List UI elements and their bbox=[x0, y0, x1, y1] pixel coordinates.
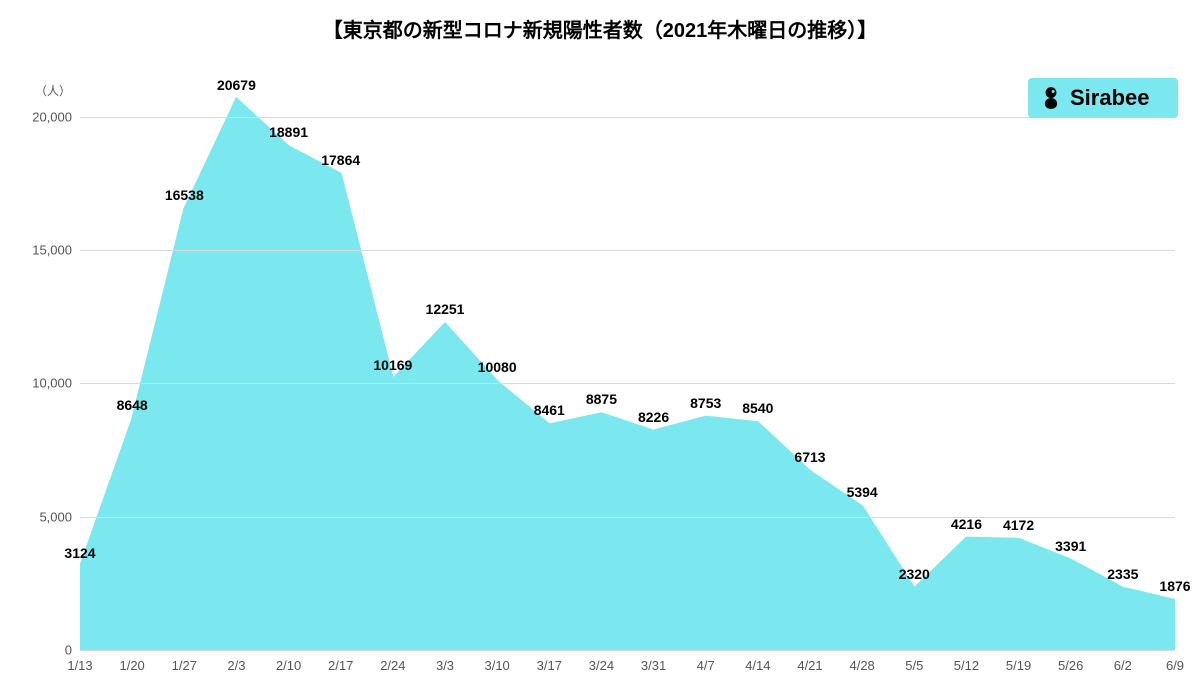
data-label: 6713 bbox=[794, 449, 825, 465]
x-tick-label: 3/10 bbox=[484, 658, 509, 673]
data-label: 8753 bbox=[690, 395, 721, 411]
y-tick-label: 20,000 bbox=[32, 109, 72, 124]
gridline bbox=[80, 383, 1175, 384]
data-label: 8461 bbox=[534, 402, 565, 418]
data-label: 12251 bbox=[426, 301, 465, 317]
data-label: 20679 bbox=[217, 77, 256, 93]
data-label: 2320 bbox=[899, 566, 930, 582]
x-tick-label: 3/24 bbox=[589, 658, 614, 673]
chart-title: 【東京都の新型コロナ新規陽性者数（2021年木曜日の推移）】 bbox=[0, 14, 1200, 43]
sirabee-logo: Sirabee bbox=[1028, 78, 1178, 118]
chart-container: 【東京都の新型コロナ新規陽性者数（2021年木曜日の推移）】 （人） 05,00… bbox=[0, 0, 1200, 700]
x-tick-label: 4/14 bbox=[745, 658, 770, 673]
x-tick-label: 2/24 bbox=[380, 658, 405, 673]
data-label: 8540 bbox=[742, 400, 773, 416]
data-label: 10169 bbox=[373, 357, 412, 373]
y-tick-label: 0 bbox=[65, 643, 72, 658]
x-tick-label: 1/13 bbox=[67, 658, 92, 673]
gridline bbox=[80, 117, 1175, 118]
data-label: 3124 bbox=[64, 545, 95, 561]
gridline bbox=[80, 250, 1175, 251]
y-tick-label: 15,000 bbox=[32, 243, 72, 258]
y-axis-unit-label: （人） bbox=[35, 82, 71, 99]
data-label: 8226 bbox=[638, 409, 669, 425]
data-label: 18891 bbox=[269, 124, 308, 140]
data-label: 17864 bbox=[321, 152, 360, 168]
x-tick-label: 3/3 bbox=[436, 658, 454, 673]
x-tick-label: 6/2 bbox=[1114, 658, 1132, 673]
x-tick-label: 1/27 bbox=[172, 658, 197, 673]
data-label: 2335 bbox=[1107, 566, 1138, 582]
data-label: 10080 bbox=[478, 359, 517, 375]
x-tick-label: 2/3 bbox=[227, 658, 245, 673]
x-tick-label: 3/17 bbox=[537, 658, 562, 673]
x-tick-label: 5/26 bbox=[1058, 658, 1083, 673]
data-label: 8648 bbox=[117, 397, 148, 413]
x-tick-label: 6/9 bbox=[1166, 658, 1184, 673]
x-tick-label: 5/12 bbox=[954, 658, 979, 673]
x-tick-label: 5/19 bbox=[1006, 658, 1031, 673]
x-tick-label: 4/7 bbox=[697, 658, 715, 673]
data-label: 16538 bbox=[165, 187, 204, 203]
x-tick-label: 5/5 bbox=[905, 658, 923, 673]
x-tick-label: 2/10 bbox=[276, 658, 301, 673]
data-label: 4172 bbox=[1003, 517, 1034, 533]
x-tick-label: 3/31 bbox=[641, 658, 666, 673]
plot-area: 05,00010,00015,00020,0001/131/201/272/32… bbox=[80, 90, 1175, 650]
x-tick-label: 2/17 bbox=[328, 658, 353, 673]
data-label: 1876 bbox=[1159, 578, 1190, 594]
y-tick-label: 10,000 bbox=[32, 376, 72, 391]
gridline bbox=[80, 650, 1175, 651]
sirabee-logo-icon bbox=[1038, 85, 1064, 111]
line-area-series bbox=[80, 90, 1175, 650]
x-tick-label: 4/28 bbox=[849, 658, 874, 673]
data-label: 5394 bbox=[847, 484, 878, 500]
data-label: 3391 bbox=[1055, 538, 1086, 554]
x-tick-label: 1/20 bbox=[119, 658, 144, 673]
sirabee-logo-text: Sirabee bbox=[1070, 85, 1150, 111]
x-tick-label: 4/21 bbox=[797, 658, 822, 673]
data-label: 8875 bbox=[586, 391, 617, 407]
data-label: 4216 bbox=[951, 516, 982, 532]
y-tick-label: 5,000 bbox=[39, 509, 72, 524]
